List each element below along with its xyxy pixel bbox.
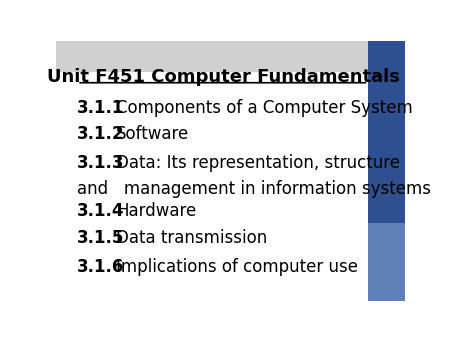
Text: 3.1.6: 3.1.6 — [77, 258, 125, 276]
Text: Data: Its representation, structure: Data: Its representation, structure — [116, 154, 400, 172]
Text: Data transmission: Data transmission — [116, 229, 267, 247]
Text: and   management in information systems: and management in information systems — [77, 180, 431, 198]
Text: 3.1.1: 3.1.1 — [77, 99, 125, 117]
Bar — [56, 41, 369, 72]
Bar — [369, 223, 405, 301]
Text: Hardware: Hardware — [116, 202, 197, 220]
Text: 3.1.4: 3.1.4 — [77, 202, 125, 220]
Text: 3.1.2: 3.1.2 — [77, 125, 125, 143]
Text: Implications of computer use: Implications of computer use — [116, 258, 358, 276]
Text: Unit F451 Computer Fundamentals: Unit F451 Computer Fundamentals — [47, 68, 400, 86]
Text: Components of a Computer System: Components of a Computer System — [116, 99, 413, 117]
Text: 3.1.3: 3.1.3 — [77, 154, 125, 172]
Bar — [369, 41, 405, 223]
Text: 3.1.5: 3.1.5 — [77, 229, 125, 247]
Text: Software: Software — [116, 125, 189, 143]
